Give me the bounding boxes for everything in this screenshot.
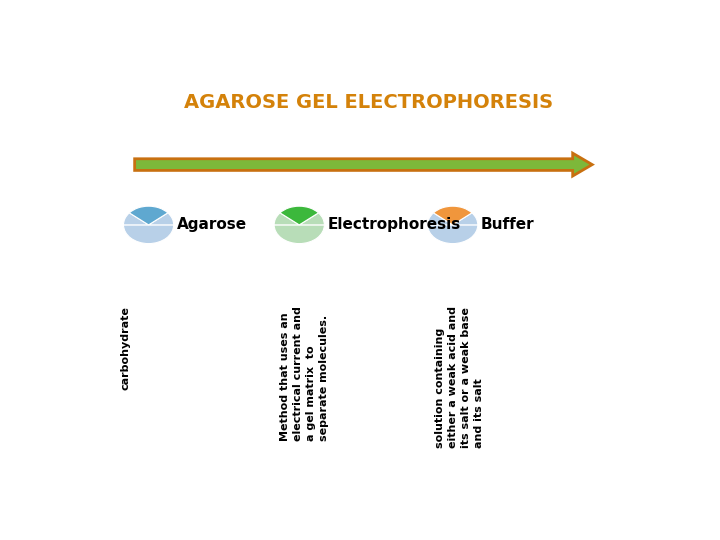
Wedge shape [274,225,324,244]
Text: solution containing
either a weak acid and
its salt or a weak base
and its salt: solution containing either a weak acid a… [435,306,485,448]
Text: Method that uses an
electrical current and
a gel matrix  to
separate molecules.: Method that uses an electrical current a… [280,306,329,441]
Text: Buffer: Buffer [481,218,534,232]
Wedge shape [300,213,324,225]
FancyArrow shape [135,153,593,176]
Wedge shape [130,206,168,225]
Wedge shape [274,213,300,225]
Wedge shape [148,213,174,225]
Wedge shape [124,213,148,225]
Text: carbohydrate: carbohydrate [121,306,131,390]
Text: Electrophoresis: Electrophoresis [327,218,460,232]
Wedge shape [433,206,472,225]
Wedge shape [280,206,318,225]
Wedge shape [124,225,174,244]
Text: Agarose: Agarose [176,218,247,232]
Wedge shape [428,225,478,244]
Wedge shape [428,213,453,225]
Text: AGAROSE GEL ELECTROPHORESIS: AGAROSE GEL ELECTROPHORESIS [184,93,554,112]
Wedge shape [453,213,478,225]
